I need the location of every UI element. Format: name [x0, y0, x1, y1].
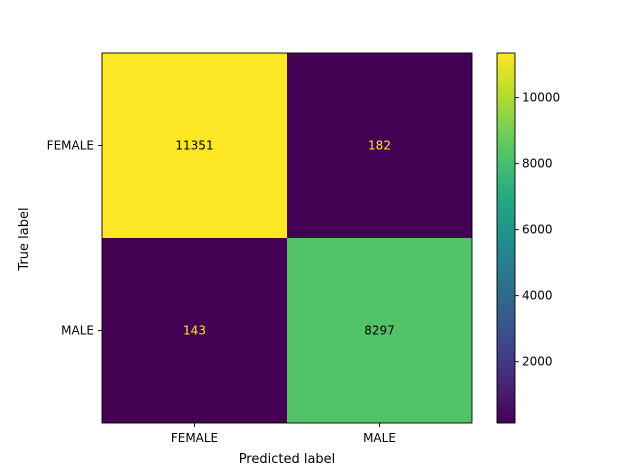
heatmap-frame	[101, 52, 473, 424]
heatmap-cells: 11351 182 143 8297	[102, 53, 472, 423]
x-axis: FEMALE MALE	[171, 423, 396, 445]
y-tick-label: MALE	[61, 324, 94, 338]
plot-frame	[101, 52, 473, 424]
cell-value-label: 8297	[364, 324, 395, 338]
colorbar-gradient	[496, 52, 516, 424]
y-tick-label: FEMALE	[47, 139, 94, 153]
colorbar: 2000 4000 6000 8000 10000	[496, 52, 560, 424]
x-tick-label: FEMALE	[171, 431, 218, 445]
heatmap-cell	[102, 238, 287, 423]
cell-value-label: 143	[183, 324, 206, 338]
colorbar-tick-label: 8000	[522, 157, 553, 171]
heatmap-cell	[287, 238, 472, 423]
colorbar-tick-label: 4000	[522, 289, 553, 303]
cell-value-label: 182	[368, 139, 391, 153]
x-tick-label: MALE	[363, 431, 396, 445]
heatmap-cell	[287, 53, 472, 238]
colorbar-tick-label: 6000	[522, 223, 553, 237]
cell-value-label: 11351	[175, 139, 213, 153]
x-axis-label: Predicted label	[239, 452, 336, 467]
heatmap-cell	[102, 53, 287, 238]
colorbar-tick-label: 10000	[522, 91, 560, 105]
y-axis-label: True label	[17, 207, 32, 271]
colorbar-tick-label: 2000	[522, 355, 553, 369]
y-axis: FEMALE MALE	[47, 139, 102, 338]
